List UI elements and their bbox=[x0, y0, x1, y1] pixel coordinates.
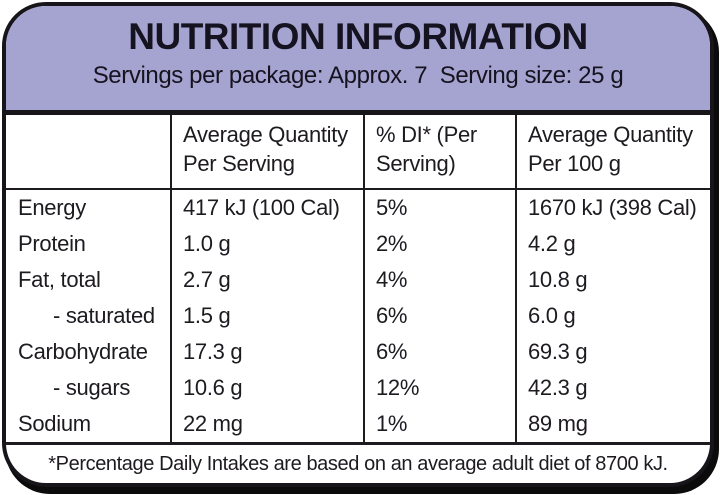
daily-intake-value: 5% bbox=[365, 190, 517, 226]
table-row: - saturated 1.5 g 6% 6.0 g bbox=[6, 298, 710, 334]
panel-header: NUTRITION INFORMATION Servings per packa… bbox=[6, 6, 710, 115]
per-serving-value: 1.0 g bbox=[172, 226, 365, 262]
nutrient-label: Protein bbox=[6, 226, 172, 262]
per-100g-value: 42.3 g bbox=[528, 375, 588, 400]
nutrition-information-panel: NUTRITION INFORMATION Servings per packa… bbox=[2, 2, 714, 487]
per-100g-value: 4.2 g bbox=[528, 231, 576, 256]
table-row: Sodium 22 mg 1% 89 mg bbox=[6, 406, 710, 442]
per-100g-value: 10.8 g bbox=[528, 267, 588, 292]
header-daily-intake: % DI* (Per Serving) bbox=[365, 115, 517, 188]
header-nutrient bbox=[6, 115, 172, 188]
per-100g-value: 6.0 g bbox=[528, 303, 576, 328]
table-row: Carbohydrate 17.3 g 6% 69.3 g bbox=[6, 334, 710, 370]
table-row: Protein 1.0 g 2% 4.2 g bbox=[6, 226, 710, 262]
nutrient-label: Energy bbox=[6, 190, 172, 226]
nutrient-label: Fat, total bbox=[6, 262, 172, 298]
per-100g-value: 89 mg bbox=[528, 411, 588, 436]
per-serving-value: 22 mg bbox=[172, 406, 365, 442]
nutrient-label: Sodium bbox=[6, 406, 172, 442]
nutrient-label: - saturated bbox=[6, 298, 172, 334]
daily-intake-value: 12% bbox=[365, 370, 517, 406]
per-serving-value: 2.7 g bbox=[172, 262, 365, 298]
header-per-serving: Average Quantity Per Serving bbox=[172, 115, 365, 188]
per-serving-value: 417 kJ (100 Cal) bbox=[172, 190, 365, 226]
table-row: Energy 417 kJ (100 Cal) 5% 1670 kJ (398 … bbox=[6, 190, 710, 226]
nutrient-label: - sugars bbox=[6, 370, 172, 406]
panel-title: NUTRITION INFORMATION bbox=[128, 16, 588, 57]
nutrient-label: Carbohydrate bbox=[6, 334, 172, 370]
per-100g-value: 69.3 g bbox=[528, 339, 588, 364]
per-100g-value: 1670 kJ (398 Cal) bbox=[528, 195, 697, 220]
daily-intake-value: 2% bbox=[365, 226, 517, 262]
per-serving-value: 10.6 g bbox=[172, 370, 365, 406]
servings-info: Servings per package: Approx. 7 Serving … bbox=[92, 61, 624, 89]
per-serving-value: 17.3 g bbox=[172, 334, 365, 370]
table-row: - sugars 10.6 g 12% 42.3 g bbox=[6, 370, 710, 406]
daily-intake-value: 6% bbox=[365, 298, 517, 334]
daily-intake-value: 6% bbox=[365, 334, 517, 370]
per-serving-value: 1.5 g bbox=[172, 298, 365, 334]
header-per-100g: Average Quantity Per 100 g bbox=[528, 122, 693, 176]
daily-intake-value: 1% bbox=[365, 406, 517, 442]
table-header-row: Average Quantity Per Serving % DI* (Per … bbox=[6, 115, 710, 190]
daily-intake-value: 4% bbox=[365, 262, 517, 298]
table-row: Fat, total 2.7 g 4% 10.8 g bbox=[6, 262, 710, 298]
daily-intake-footnote: *Percentage Daily Intakes are based on a… bbox=[6, 442, 710, 483]
